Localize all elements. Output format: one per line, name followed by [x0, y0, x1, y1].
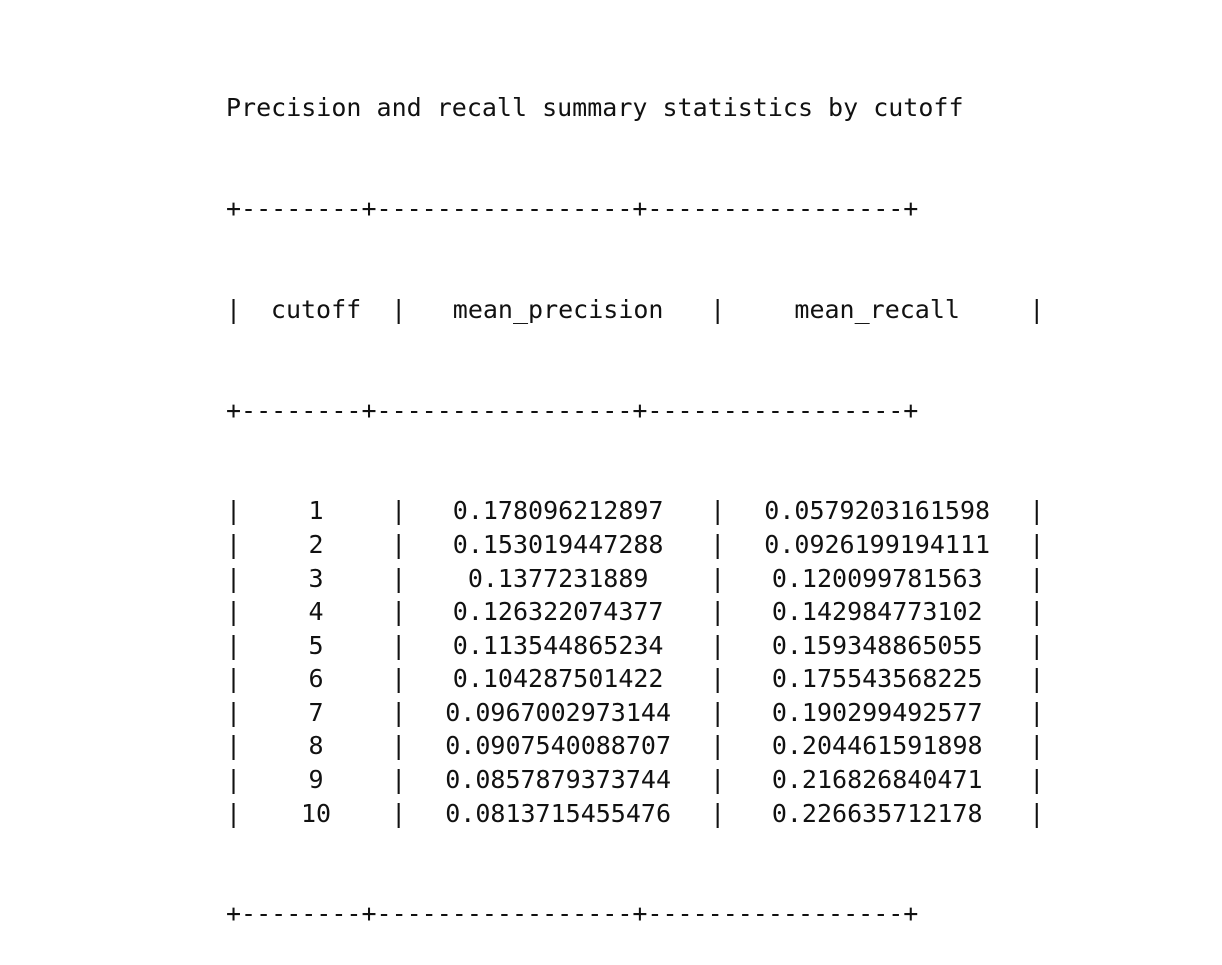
- cell-mean-recall: 0.204461591898: [771, 731, 983, 761]
- cell-cutoff: 9: [308, 765, 324, 795]
- text-output: Precision and recall summary statistics …: [226, 24, 1044, 965]
- table-row: | 10 | 0.0813715455476 | 0.226635712178 |: [226, 797, 1044, 831]
- table-row: | 6 | 0.104287501422 | 0.175543568225 |: [226, 662, 1044, 696]
- cell-mean-precision: 0.0857879373744: [445, 765, 672, 795]
- cell-mean-precision: 0.0967002973144: [445, 697, 672, 727]
- cell-cutoff: 10: [301, 798, 332, 828]
- table-row: | 8 | 0.0907540088707 | 0.204461591898 |: [226, 729, 1044, 763]
- cell-cutoff: 4: [308, 597, 324, 627]
- cell-mean-recall: 0.0926199194111: [764, 529, 991, 559]
- cell-mean-precision: 0.178096212897: [452, 496, 664, 526]
- cell-mean-recall: 0.226635712178: [771, 798, 983, 828]
- table-row: | 2 | 0.153019447288 | 0.0926199194111 |: [226, 528, 1044, 562]
- cell-mean-recall: 0.0579203161598: [764, 496, 991, 526]
- table-body: | 1 | 0.178096212897 | 0.0579203161598 | | 2 | 0.1…: [226, 494, 1044, 830]
- table-row: | 1 | 0.178096212897 | 0.0579203161598 |: [226, 494, 1044, 528]
- cell-mean-precision: 0.126322074377: [452, 597, 664, 627]
- table-row: | 9 | 0.0857879373744 | 0.216826840471 |: [226, 763, 1044, 797]
- header-mean-precision: mean_precision: [452, 294, 664, 324]
- table-title: Precision and recall summary statistics …: [226, 93, 964, 123]
- table-header-row: | cutoff | mean_precision | mean_recall |: [226, 293, 1044, 327]
- cell-mean-recall: 0.120099781563: [771, 563, 983, 593]
- cell-mean-precision: 0.1377231889: [467, 563, 649, 593]
- cell-mean-recall: 0.159348865055: [771, 630, 983, 660]
- cell-cutoff: 6: [308, 664, 324, 694]
- table-row: | 3 | 0.1377231889 | 0.120099781563 |: [226, 562, 1044, 596]
- table-row: | 7 | 0.0967002973144 | 0.190299492577 |: [226, 696, 1044, 730]
- table-row: | 4 | 0.126322074377 | 0.142984773102 |: [226, 595, 1044, 629]
- cell-cutoff: 7: [308, 697, 324, 727]
- table-row: | 5 | 0.113544865234 | 0.159348865055 |: [226, 629, 1044, 663]
- cell-mean-precision: 0.113544865234: [452, 630, 664, 660]
- cell-cutoff: 3: [308, 563, 324, 593]
- header-cutoff: cutoff: [270, 294, 362, 324]
- cell-cutoff: 5: [308, 630, 324, 660]
- table-border-top: +--------+-----------------+------------…: [226, 193, 919, 223]
- cell-mean-recall: 0.142984773102: [771, 597, 983, 627]
- cell-cutoff: 2: [308, 529, 324, 559]
- table-border-bottom: +--------+-----------------+------------…: [226, 899, 919, 929]
- cell-mean-recall: 0.190299492577: [771, 697, 983, 727]
- cell-mean-precision: 0.0907540088707: [445, 731, 672, 761]
- cell-cutoff: 8: [308, 731, 324, 761]
- cell-cutoff: 1: [308, 496, 324, 526]
- cell-mean-precision: 0.153019447288: [452, 529, 664, 559]
- cell-mean-precision: 0.104287501422: [452, 664, 664, 694]
- table-border-mid: +--------+-----------------+------------…: [226, 395, 919, 425]
- cell-mean-recall: 0.216826840471: [771, 765, 983, 795]
- cell-mean-precision: 0.0813715455476: [445, 798, 672, 828]
- header-mean-recall: mean_recall: [794, 294, 960, 324]
- cell-mean-recall: 0.175543568225: [771, 664, 983, 694]
